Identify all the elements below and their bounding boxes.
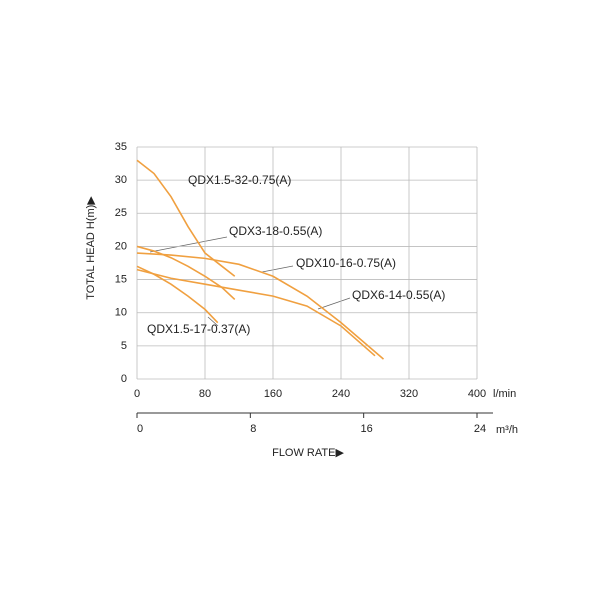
y-tick-label: 5 xyxy=(121,340,127,352)
x-tick-label: 400 xyxy=(468,388,486,400)
curve-label: QDX3-18-0.55(A) xyxy=(229,224,322,238)
y-tick-label: 10 xyxy=(115,307,127,319)
leader-line xyxy=(317,297,351,310)
curve-label: QDX6-14-0.55(A) xyxy=(352,288,445,302)
x2-unit: m³/h xyxy=(496,424,518,436)
curve-label: QDX1.5-32-0.75(A) xyxy=(188,173,291,187)
y-tick-label: 25 xyxy=(115,207,127,219)
y-tick-label: 30 xyxy=(115,174,127,186)
curve xyxy=(136,159,236,277)
x2-tick-label: 16 xyxy=(361,423,373,435)
y-axis-label: TOTAL HEAD H(m)▶ xyxy=(85,196,97,300)
curve-label: QDX10-16-0.75(A) xyxy=(296,256,396,270)
curve xyxy=(136,268,376,357)
leader-line xyxy=(149,236,228,253)
leader-line xyxy=(261,265,294,273)
leader-line xyxy=(207,316,219,327)
y-tick-label: 20 xyxy=(115,240,127,252)
x-unit: l/min xyxy=(493,388,516,400)
x2-tick-label: 8 xyxy=(250,423,256,435)
x2-tick-label: 0 xyxy=(137,423,143,435)
x-tick-label: 320 xyxy=(400,388,418,400)
x2-tick-label: 24 xyxy=(474,423,486,435)
curve xyxy=(136,252,385,360)
x-axis-label: FLOW RATE▶ xyxy=(272,447,344,459)
curve xyxy=(136,265,219,324)
x-tick-label: 80 xyxy=(199,388,211,400)
y-tick-label: 15 xyxy=(115,273,127,285)
y-tick-label: 35 xyxy=(115,141,127,153)
x-tick-label: 160 xyxy=(264,388,282,400)
y-tick-label: 0 xyxy=(121,373,127,385)
x-tick-label: 0 xyxy=(134,388,140,400)
curve-label: QDX1.5-17-0.37(A) xyxy=(147,322,250,336)
leader-lines xyxy=(149,236,351,327)
x-tick-label: 240 xyxy=(332,388,350,400)
